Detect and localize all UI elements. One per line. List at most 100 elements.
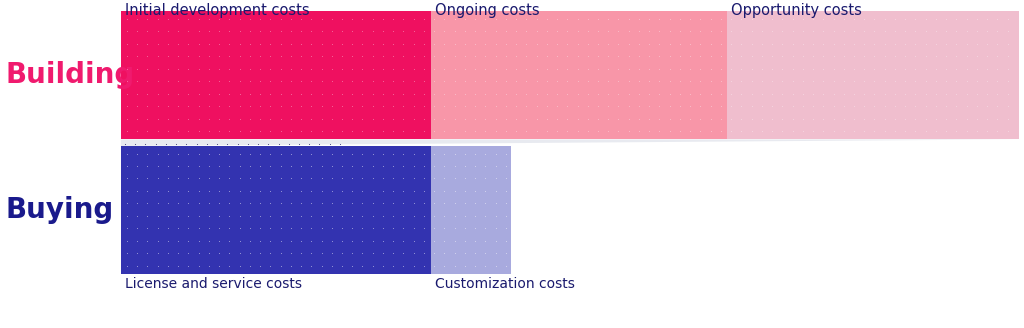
- Point: [907, 41, 924, 47]
- Point: [518, 104, 535, 109]
- Point: [324, 176, 340, 181]
- Point: [416, 238, 432, 243]
- Point: [477, 41, 494, 47]
- Point: [252, 188, 268, 194]
- Point: [160, 201, 176, 206]
- Point: [897, 91, 913, 96]
- Point: [334, 54, 350, 59]
- Point: [303, 151, 319, 156]
- Text: License and service costs: License and service costs: [125, 277, 302, 291]
- Point: [160, 79, 176, 84]
- Point: [375, 41, 391, 47]
- Point: [856, 66, 872, 72]
- Point: [836, 129, 852, 134]
- Point: [539, 66, 555, 72]
- Point: [201, 79, 217, 84]
- Point: [324, 104, 340, 109]
- Point: [119, 188, 135, 194]
- Point: [836, 91, 852, 96]
- Point: [928, 116, 944, 121]
- Point: [190, 91, 207, 96]
- Point: [477, 188, 494, 194]
- Point: [262, 116, 279, 121]
- Point: [231, 226, 248, 231]
- Point: [877, 66, 893, 72]
- Point: [334, 188, 350, 194]
- Point: [702, 79, 719, 84]
- Point: [887, 66, 903, 72]
- Point: [713, 41, 729, 47]
- Point: [918, 66, 934, 72]
- Point: [262, 251, 279, 256]
- Point: [784, 16, 801, 22]
- Point: [733, 16, 750, 22]
- Point: [324, 79, 340, 84]
- Point: [242, 91, 258, 96]
- Point: [764, 79, 780, 84]
- Point: [262, 91, 279, 96]
- Point: [477, 263, 494, 268]
- Point: [866, 54, 883, 59]
- Point: [211, 54, 227, 59]
- Point: [764, 104, 780, 109]
- Bar: [121, 11, 431, 139]
- Point: [795, 66, 811, 72]
- Point: [344, 91, 360, 96]
- Point: [426, 16, 442, 22]
- Point: [147, 142, 164, 147]
- Point: [221, 213, 238, 218]
- Point: [467, 201, 483, 206]
- Point: [692, 79, 709, 84]
- Point: [958, 104, 975, 109]
- Point: [436, 188, 453, 194]
- Point: [815, 104, 831, 109]
- Point: [365, 116, 381, 121]
- Point: [907, 29, 924, 34]
- Point: [344, 201, 360, 206]
- Point: [651, 91, 668, 96]
- Point: [672, 66, 688, 72]
- Point: [436, 116, 453, 121]
- Point: [365, 151, 381, 156]
- Point: [825, 16, 842, 22]
- Point: [457, 129, 473, 134]
- Point: [178, 142, 195, 147]
- Point: [590, 104, 606, 109]
- Point: [580, 104, 596, 109]
- Point: [436, 29, 453, 34]
- Point: [160, 116, 176, 121]
- Point: [170, 66, 186, 72]
- Point: [846, 54, 862, 59]
- Point: [989, 116, 1006, 121]
- Point: [805, 66, 821, 72]
- Point: [303, 213, 319, 218]
- Point: [846, 104, 862, 109]
- Point: [324, 188, 340, 194]
- Point: [406, 213, 422, 218]
- Point: [631, 16, 647, 22]
- Point: [795, 54, 811, 59]
- Point: [846, 66, 862, 72]
- Point: [160, 176, 176, 181]
- Point: [446, 104, 463, 109]
- Point: [252, 91, 268, 96]
- Point: [242, 129, 258, 134]
- Point: [979, 29, 995, 34]
- Point: [508, 66, 524, 72]
- Point: [406, 176, 422, 181]
- Point: [354, 66, 371, 72]
- Point: [754, 91, 770, 96]
- Point: [590, 116, 606, 121]
- Point: [866, 16, 883, 22]
- Point: [180, 213, 197, 218]
- Point: [129, 188, 145, 194]
- Point: [242, 226, 258, 231]
- Point: [610, 66, 627, 72]
- Point: [365, 54, 381, 59]
- Point: [313, 129, 330, 134]
- Point: [692, 91, 709, 96]
- Point: [498, 104, 514, 109]
- Point: [324, 29, 340, 34]
- Point: [416, 41, 432, 47]
- Point: [150, 104, 166, 109]
